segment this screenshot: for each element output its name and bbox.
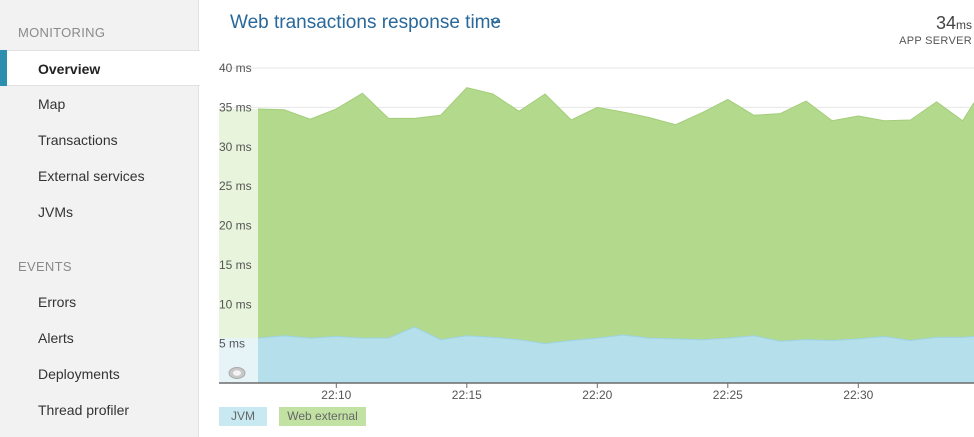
sidebar-item-map[interactable]: Map — [38, 96, 66, 112]
y-tick-label: 35 ms — [219, 100, 252, 114]
series-line-web-external — [257, 87, 974, 126]
summary-label: APP SERVER — [899, 35, 972, 47]
sidebar-item-errors[interactable]: Errors — [38, 294, 77, 310]
y-tick-label: 10 ms — [219, 297, 252, 311]
sidebar-item-jvms[interactable]: JVMs — [38, 204, 73, 220]
chevron-down-icon[interactable] — [488, 14, 502, 28]
x-tick-label: 22:15 — [452, 388, 482, 402]
legend-jvm[interactable]: JVM — [219, 407, 267, 426]
chart-areas — [219, 87, 974, 384]
y-tick-label: 20 ms — [219, 219, 252, 233]
sidebar-item-transactions[interactable]: Transactions — [38, 132, 118, 148]
y-tick-label: 15 ms — [219, 258, 252, 272]
sidebar-item-alerts[interactable]: Alerts — [38, 330, 74, 346]
x-tick-label: 22:25 — [713, 388, 743, 402]
chart-title-dropdown[interactable]: Web transactions response time — [230, 12, 502, 33]
x-tick-label: 22:10 — [321, 388, 351, 402]
summary-unit: ms — [956, 18, 972, 32]
sidebar-item-deployments[interactable]: Deployments — [38, 366, 120, 382]
x-tick-label: 22:20 — [582, 388, 612, 402]
series-area-web-external — [258, 87, 974, 344]
sidebar-item-thread-profiler[interactable]: Thread profiler — [38, 402, 130, 418]
y-tick-label: 5 ms — [219, 337, 245, 351]
sidebar-item-overview[interactable]: Overview — [0, 50, 200, 86]
y-tick-label: 40 ms — [219, 61, 252, 75]
section-header-events: EVENTS — [18, 259, 72, 274]
sidebar: MONITORING Overview Map Transactions Ext… — [0, 0, 200, 437]
pre-range-band-web — [219, 108, 258, 383]
x-tick-label: 22:30 — [843, 388, 873, 402]
series-area-jvm — [258, 327, 974, 383]
y-axis: 40 ms 35 ms 30 ms 25 ms 20 ms 15 ms 10 ms 5 ms — [219, 61, 252, 351]
y-tick-label: 25 ms — [219, 179, 252, 193]
summary-number: 34 — [935, 13, 956, 33]
sidebar-item-external-services[interactable]: External services — [38, 168, 145, 184]
summary-value: 34ms — [936, 13, 972, 34]
x-axis: 22:10 22:15 22:20 22:25 22:30 — [321, 383, 874, 402]
drag-handle-icon[interactable] — [228, 367, 246, 379]
legend-web-external[interactable]: Web external — [279, 407, 366, 426]
series-line-jvm — [257, 326, 974, 345]
section-header-monitoring: MONITORING — [18, 25, 106, 40]
y-tick-label: 30 ms — [219, 140, 252, 154]
